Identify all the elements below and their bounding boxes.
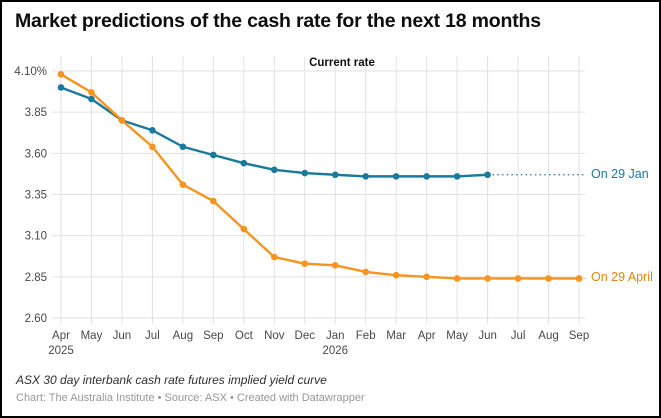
current-rate-annotation: Current rate [309,57,375,69]
data-point [392,271,400,279]
x-tick-label: Jul [511,330,526,342]
x-tick-label: Aug [173,330,193,342]
data-point [392,173,400,180]
data-point [270,166,278,174]
y-tick-label: 3.35 [25,190,47,202]
data-point [545,275,552,282]
x-tick-label: Aug [538,330,558,342]
data-point [575,275,583,282]
data-point [118,117,126,124]
data-point [210,197,217,205]
data-point [149,126,156,134]
data-point [240,159,248,167]
x-tick-label: Mar [386,330,406,342]
x-tick-label: Jun [113,330,132,342]
data-point [179,143,187,151]
y-tick-label: 2.85 [25,272,47,284]
data-point [331,262,339,269]
data-point [514,275,522,282]
data-point [88,95,95,103]
chart-title: Market predictions of the cash rate for … [15,10,541,32]
x-tick-label: Jun [478,330,497,342]
data-point [453,275,461,282]
data-point [57,70,65,78]
series-label-on-29-april: On 29 April [591,270,653,285]
x-tick-label: Dec [295,330,316,342]
x-tick-label: Feb [356,330,376,342]
data-point [484,275,491,282]
x-tick-label: Oct [235,330,254,342]
x-tick-label: May [81,330,103,342]
x-tick-label: Jan [326,330,345,342]
y-tick-label: 4.10% [14,66,47,78]
x-year-label: 2025 [48,345,74,357]
series-label-on-29-jan: On 29 Jan [591,166,649,181]
data-point [301,260,309,267]
data-point [301,169,309,177]
x-tick-label: May [446,330,468,342]
x-tick-label: Nov [264,330,285,342]
data-point [484,171,491,179]
data-point [57,84,65,91]
data-point [331,171,339,179]
data-point [423,273,430,281]
data-point [240,225,248,233]
data-point [270,253,278,261]
data-point [362,268,370,276]
y-tick-label: 3.60 [25,148,47,160]
data-point [88,89,95,96]
data-point [362,173,370,180]
y-tick-label: 3.85 [25,107,47,119]
x-tick-label: Sep [569,330,589,342]
x-tick-label: Apr [52,330,70,342]
chart-credit: Chart: The Australia Institute • Source:… [16,392,365,404]
x-year-label: 2026 [322,345,348,357]
chart-note: ASX 30 day interbank cash rate futures i… [16,373,327,387]
y-tick-label: 3.10 [25,231,47,243]
x-tick-label: Sep [203,330,223,342]
x-tick-label: Jul [145,330,160,342]
data-point [210,151,217,159]
data-point [423,173,430,180]
data-point [179,181,187,188]
x-tick-label: Apr [418,330,436,342]
y-tick-label: 2.60 [25,313,47,325]
data-point [149,143,156,151]
series-line-on-29-april [59,73,581,280]
data-point [453,173,461,180]
